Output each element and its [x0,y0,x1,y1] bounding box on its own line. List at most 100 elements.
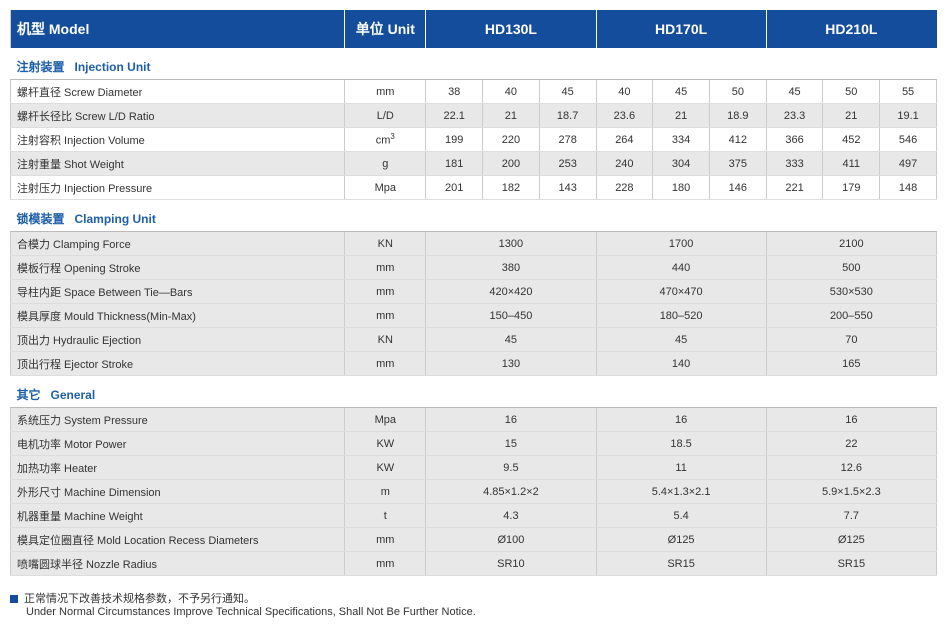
cell: 143 [539,176,596,200]
cell: 22.1 [426,104,483,128]
cell-merged: 420×420 [426,280,596,304]
cell: 40 [596,80,653,104]
row-unit: mm [345,256,426,280]
cell-merged: 150–450 [426,304,596,328]
table-row: 注射容积 Injection Volumecm31992202782643344… [11,128,937,152]
row-label: 注射重量 Shot Weight [11,152,345,176]
cell: 23.3 [766,104,823,128]
cell: 45 [766,80,823,104]
cell-merged: 9.5 [426,456,596,480]
cell-merged: 165 [766,352,936,376]
cell: 148 [880,176,937,200]
cell-merged: SR10 [426,552,596,576]
cell: 40 [483,80,540,104]
table-row: 模具厚度 Mould Thickness(Min-Max)mm150–45018… [11,304,937,328]
row-label: 顶出力 Hydraulic Ejection [11,328,345,352]
cell: 497 [880,152,937,176]
cell-merged: 12.6 [766,456,936,480]
cell-merged: 5.4×1.3×2.1 [596,480,766,504]
row-unit: mm [345,552,426,576]
row-label: 外形尺寸 Machine Dimension [11,480,345,504]
table-row: 顶出力 Hydraulic EjectionKN454570 [11,328,937,352]
cell: 221 [766,176,823,200]
cell: 179 [823,176,880,200]
cell-merged: 4.3 [426,504,596,528]
row-label: 喷嘴圆球半径 Nozzle Radius [11,552,345,576]
row-unit: mm [345,352,426,376]
cell: 21 [823,104,880,128]
row-label: 机器重量 Machine Weight [11,504,345,528]
row-label: 螺杆长径比 Screw L/D Ratio [11,104,345,128]
cell: 228 [596,176,653,200]
cell: 375 [709,152,766,176]
cell-merged: 140 [596,352,766,376]
table-row: 电机功率 Motor PowerKW1518.522 [11,432,937,456]
footnote-en: Under Normal Circumstances Improve Techn… [26,606,937,618]
cell-merged: SR15 [596,552,766,576]
row-label: 系统压力 System Pressure [11,408,345,432]
table-row: 系统压力 System PressureMpa161616 [11,408,937,432]
cell: 21 [483,104,540,128]
cell: 546 [880,128,937,152]
cell: 452 [823,128,880,152]
row-label: 螺杆直径 Screw Diameter [11,80,345,104]
cell: 264 [596,128,653,152]
cell-merged: SR15 [766,552,936,576]
header-model-1: HD170L [596,10,766,48]
cell: 240 [596,152,653,176]
row-unit: KW [345,432,426,456]
cell: 304 [653,152,710,176]
square-bullet-icon [10,595,18,603]
cell-merged: 200–550 [766,304,936,328]
row-label: 顶出行程 Ejector Stroke [11,352,345,376]
header-model-2: HD210L [766,10,936,48]
cell-merged: 16 [426,408,596,432]
cell: 253 [539,152,596,176]
cell: 38 [426,80,483,104]
cell-merged: 45 [426,328,596,352]
row-unit: mm [345,304,426,328]
table-row: 外形尺寸 Machine Dimensionm4.85×1.2×25.4×1.3… [11,480,937,504]
table-body: 注射装置 Injection Unit螺杆直径 Screw Diametermm… [11,48,937,576]
row-label: 模具厚度 Mould Thickness(Min-Max) [11,304,345,328]
cell: 50 [709,80,766,104]
cell: 45 [653,80,710,104]
cell-merged: 440 [596,256,766,280]
row-unit: Mpa [345,176,426,200]
cell-merged: Ø125 [596,528,766,552]
cell-merged: 180–520 [596,304,766,328]
row-unit: Mpa [345,408,426,432]
cell-merged: 1700 [596,232,766,256]
row-label: 合模力 Clamping Force [11,232,345,256]
row-unit: t [345,504,426,528]
row-unit: KN [345,328,426,352]
cell: 333 [766,152,823,176]
row-unit: m [345,480,426,504]
cell: 180 [653,176,710,200]
row-label: 注射压力 Injection Pressure [11,176,345,200]
cell: 220 [483,128,540,152]
header-unit-label: 单位 Unit [345,10,426,48]
row-unit: mm [345,528,426,552]
cell: 411 [823,152,880,176]
table-row: 注射压力 Injection PressureMpa20118214322818… [11,176,937,200]
cell: 199 [426,128,483,152]
table-row: 机器重量 Machine Weightt4.35.47.7 [11,504,937,528]
section-title: 其它 General [11,376,937,408]
cell: 412 [709,128,766,152]
row-label: 注射容积 Injection Volume [11,128,345,152]
row-label: 加热功率 Heater [11,456,345,480]
cell-merged: Ø100 [426,528,596,552]
cell: 182 [483,176,540,200]
row-unit: mm [345,80,426,104]
table-row: 喷嘴圆球半径 Nozzle RadiusmmSR10SR15SR15 [11,552,937,576]
cell: 278 [539,128,596,152]
row-unit: cm3 [345,128,426,152]
row-unit: mm [345,280,426,304]
cell-merged: 5.9×1.5×2.3 [766,480,936,504]
cell-merged: 45 [596,328,766,352]
cell: 181 [426,152,483,176]
cell: 55 [880,80,937,104]
footnote-cn: 正常情况下改善技术规格参数，不予另行通知。 [24,593,255,605]
cell: 23.6 [596,104,653,128]
